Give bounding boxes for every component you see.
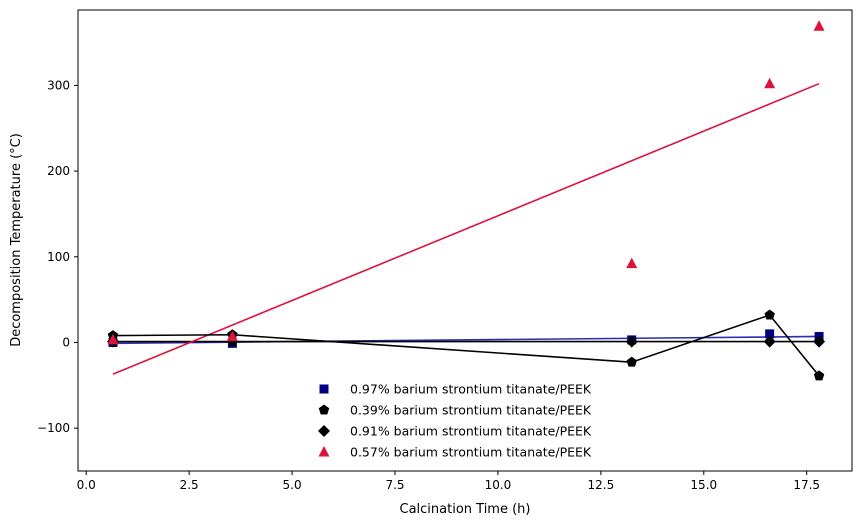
legend-label: 0.57% barium strontium titanate/PEEK <box>350 445 592 460</box>
data-point-s0 <box>765 329 775 339</box>
y-tick-label: −100 <box>37 421 70 435</box>
y-axis-label: Decomposition Temperature (°C) <box>9 133 24 347</box>
x-tick-label: 5.0 <box>283 478 302 492</box>
legend-label: 0.91% barium strontium titanate/PEEK <box>350 424 592 439</box>
x-tick-label: 7.5 <box>385 478 404 492</box>
data-point-s2 <box>813 335 826 348</box>
x-tick-label: 10.0 <box>485 478 512 492</box>
x-tick-label: 15.0 <box>690 478 717 492</box>
data-point-s1 <box>813 370 825 381</box>
legend-marker <box>318 425 330 437</box>
y-axis: −100 0 100 200 300 <box>37 78 78 435</box>
x-axis-label: Calcination Time (h) <box>400 502 531 517</box>
data-point-s3 <box>813 20 825 31</box>
legend: 0.97% barium strontium titanate/PEEK 0.39… <box>318 382 592 460</box>
y-tick-label: 100 <box>47 250 70 264</box>
data-point-s3 <box>626 257 638 269</box>
data-point-s3 <box>107 333 119 345</box>
x-tick-label: 12.5 <box>588 478 615 492</box>
y-tick-label: 200 <box>47 164 70 178</box>
x-axis: 0.0 2.5 5.0 7.5 10.0 12.5 15.0 17.5 <box>77 471 820 492</box>
data-point-s2 <box>763 335 776 348</box>
y-tick-label: 300 <box>47 78 70 92</box>
legend-label: 0.97% barium strontium titanate/PEEK <box>350 382 592 397</box>
markers <box>106 20 826 381</box>
x-tick-label: 0.0 <box>77 478 96 492</box>
x-tick-label: 17.5 <box>793 478 820 492</box>
legend-marker <box>319 384 329 394</box>
x-tick-label: 2.5 <box>180 478 199 492</box>
data-point-s2 <box>625 335 638 348</box>
legend-marker <box>318 446 330 457</box>
data-point-s3 <box>764 77 776 89</box>
trend-line-3 <box>112 82 820 375</box>
data-point-s1 <box>626 356 637 367</box>
legend-marker <box>318 404 330 415</box>
data-point-s1 <box>764 309 775 320</box>
legend-label: 0.39% barium strontium titanate/PEEK <box>350 403 592 418</box>
plot-area <box>77 9 853 472</box>
data-point-s3 <box>226 330 238 341</box>
y-tick-label: 0 <box>62 335 70 349</box>
